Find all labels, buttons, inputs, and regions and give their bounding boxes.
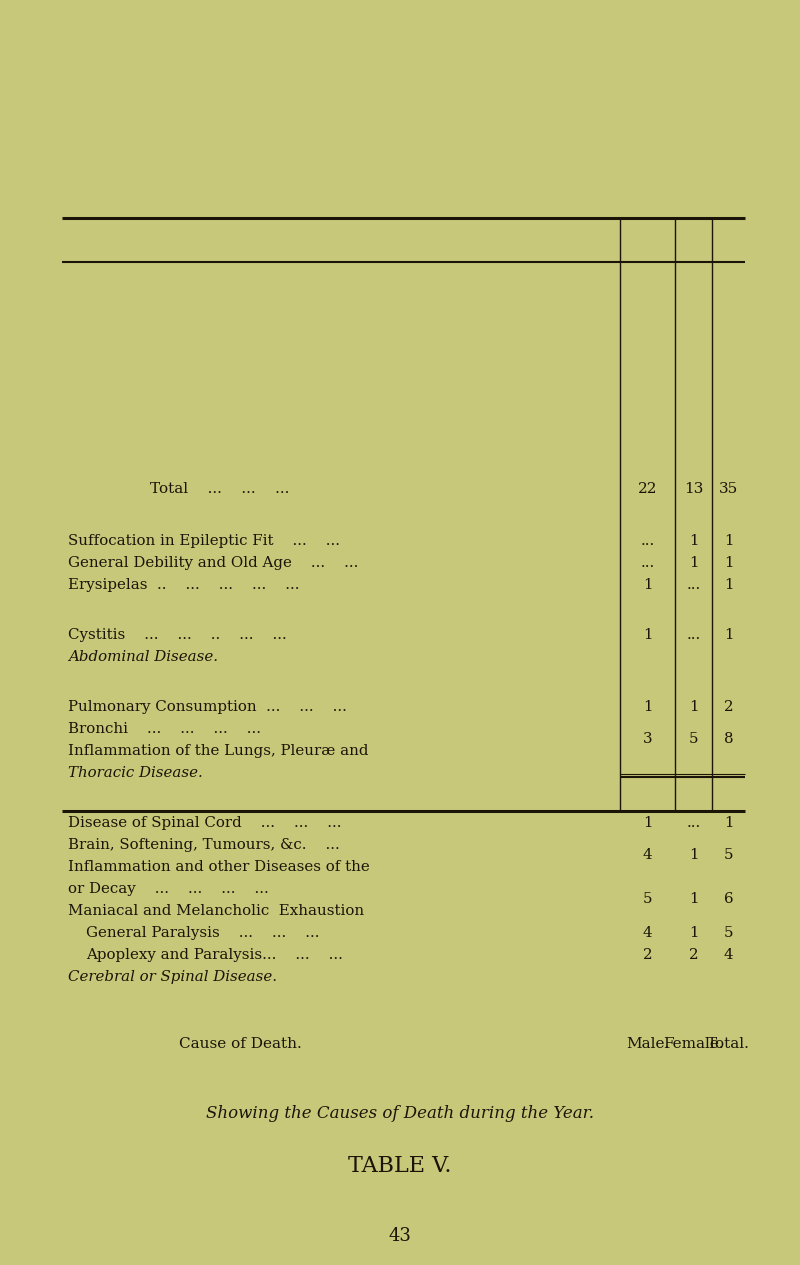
Text: Bronchi    ...    ...    ...    ...: Bronchi ... ... ... ...	[68, 722, 261, 736]
Text: 2: 2	[689, 947, 698, 961]
Text: 5: 5	[689, 732, 698, 746]
Text: Brain, Softening, Tumours, &c.    ...: Brain, Softening, Tumours, &c. ...	[68, 837, 340, 853]
Text: ...: ...	[686, 578, 701, 592]
Text: 1: 1	[724, 534, 734, 548]
Text: 13: 13	[684, 482, 703, 496]
Text: 4: 4	[642, 848, 652, 861]
Text: 2: 2	[642, 947, 652, 961]
Text: 1: 1	[689, 926, 698, 940]
Text: Cerebral or Spinal Disease.: Cerebral or Spinal Disease.	[68, 970, 277, 984]
Text: Disease of Spinal Cord    ...    ...    ...: Disease of Spinal Cord ... ... ...	[68, 816, 342, 830]
Text: Pulmonary Consumption  ...    ...    ...: Pulmonary Consumption ... ... ...	[68, 700, 347, 713]
Text: 6: 6	[724, 892, 734, 906]
Text: Female.: Female.	[663, 1037, 724, 1051]
Text: 1: 1	[689, 700, 698, 713]
Text: 1: 1	[642, 578, 652, 592]
Text: 8: 8	[724, 732, 734, 746]
Text: 1: 1	[642, 700, 652, 713]
Text: Thoracic Disease.: Thoracic Disease.	[68, 767, 202, 781]
Text: ...: ...	[686, 627, 701, 643]
Text: 5: 5	[724, 926, 734, 940]
Text: or Decay    ...    ...    ...    ...: or Decay ... ... ... ...	[68, 882, 269, 896]
Text: TABLE V.: TABLE V.	[348, 1155, 452, 1176]
Text: Inflammation of the Lungs, Pleuræ and: Inflammation of the Lungs, Pleuræ and	[68, 744, 369, 758]
Text: Inflammation and other Diseases of the: Inflammation and other Diseases of the	[68, 860, 370, 874]
Text: 5: 5	[724, 848, 734, 861]
Text: Cystitis    ...    ...    ..    ...    ...: Cystitis ... ... .. ... ...	[68, 627, 286, 643]
Text: ...: ...	[640, 557, 654, 571]
Text: 1: 1	[724, 578, 734, 592]
Text: 4: 4	[642, 926, 652, 940]
Text: 22: 22	[638, 482, 658, 496]
Text: Suffocation in Epileptic Fit    ...    ...: Suffocation in Epileptic Fit ... ...	[68, 534, 340, 548]
Text: 1: 1	[689, 848, 698, 861]
Text: Erysipelas  ..    ...    ...    ...    ...: Erysipelas .. ... ... ... ...	[68, 578, 299, 592]
Text: Male.: Male.	[626, 1037, 669, 1051]
Text: ...: ...	[686, 816, 701, 830]
Text: Total.: Total.	[707, 1037, 750, 1051]
Text: 1: 1	[724, 557, 734, 571]
Text: 1: 1	[642, 627, 652, 643]
Text: General Debility and Old Age    ...    ...: General Debility and Old Age ... ...	[68, 557, 358, 571]
Text: 3: 3	[642, 732, 652, 746]
Text: 1: 1	[689, 557, 698, 571]
Text: ...: ...	[640, 534, 654, 548]
Text: Showing the Causes of Death during the Year.: Showing the Causes of Death during the Y…	[206, 1106, 594, 1122]
Text: Apoplexy and Paralysis...    ...    ...: Apoplexy and Paralysis... ... ...	[86, 947, 343, 961]
Text: Total    ...    ...    ...: Total ... ... ...	[150, 482, 290, 496]
Text: 35: 35	[719, 482, 738, 496]
Text: 2: 2	[724, 700, 734, 713]
Text: 43: 43	[389, 1227, 411, 1245]
Text: 1: 1	[689, 534, 698, 548]
Text: 1: 1	[724, 816, 734, 830]
Text: Abdominal Disease.: Abdominal Disease.	[68, 650, 218, 664]
Text: 5: 5	[642, 892, 652, 906]
Text: 1: 1	[724, 627, 734, 643]
Text: Maniacal and Melancholic  Exhaustion: Maniacal and Melancholic Exhaustion	[68, 904, 364, 918]
Text: 1: 1	[642, 816, 652, 830]
Text: Cause of Death.: Cause of Death.	[178, 1037, 302, 1051]
Text: General Paralysis    ...    ...    ...: General Paralysis ... ... ...	[86, 926, 319, 940]
Text: 1: 1	[689, 892, 698, 906]
Text: 4: 4	[724, 947, 734, 961]
